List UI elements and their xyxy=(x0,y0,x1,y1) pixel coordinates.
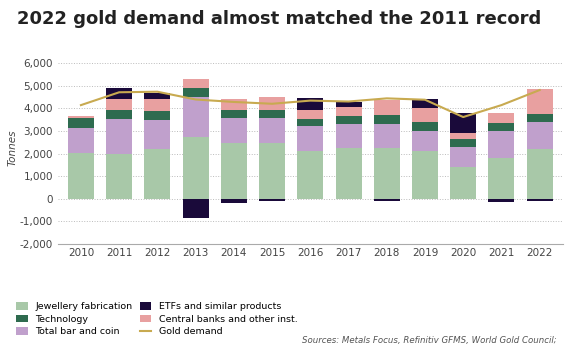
Bar xyxy=(68,153,94,199)
Bar xyxy=(488,113,514,123)
Bar xyxy=(298,151,323,199)
Bar xyxy=(450,147,476,167)
Bar xyxy=(68,118,94,128)
Legend: Jewellery fabrication, Technology, Total bar and coin, ETFs and similar products: Jewellery fabrication, Technology, Total… xyxy=(16,302,298,336)
Bar xyxy=(68,128,94,153)
Bar xyxy=(412,99,438,108)
Bar xyxy=(106,110,132,119)
Bar xyxy=(68,116,94,118)
Bar xyxy=(374,148,400,199)
Bar xyxy=(298,98,323,110)
Bar xyxy=(335,124,361,148)
Bar xyxy=(527,199,553,201)
Bar xyxy=(221,199,247,203)
Bar xyxy=(298,119,323,126)
Bar xyxy=(144,111,171,120)
Bar xyxy=(144,120,171,149)
Y-axis label: Tonnes: Tonnes xyxy=(7,130,17,166)
Bar xyxy=(106,88,132,100)
Bar xyxy=(106,100,132,110)
Bar xyxy=(488,132,514,158)
Bar xyxy=(374,115,400,124)
Bar xyxy=(183,88,209,96)
Bar xyxy=(221,110,247,118)
Bar xyxy=(450,133,476,139)
Bar xyxy=(374,124,400,148)
Bar xyxy=(335,108,361,116)
Text: Sources: Metals Focus, Refinitiv GFMS, World Gold Council;: Sources: Metals Focus, Refinitiv GFMS, W… xyxy=(302,335,556,345)
Bar xyxy=(183,79,209,88)
Bar xyxy=(259,143,285,199)
Bar xyxy=(144,149,171,199)
Bar xyxy=(527,122,553,149)
Bar xyxy=(183,199,209,219)
Bar xyxy=(298,110,323,119)
Bar xyxy=(527,114,553,122)
Bar xyxy=(298,126,323,151)
Bar xyxy=(259,199,285,201)
Bar xyxy=(335,102,361,108)
Bar xyxy=(412,108,438,122)
Bar xyxy=(259,97,285,110)
Bar xyxy=(527,89,553,114)
Bar xyxy=(450,139,476,147)
Bar xyxy=(221,98,247,110)
Bar xyxy=(450,167,476,199)
Bar xyxy=(183,96,209,137)
Bar xyxy=(106,153,132,199)
Bar xyxy=(144,99,171,111)
Bar xyxy=(412,122,438,130)
Bar xyxy=(183,137,209,199)
Bar xyxy=(221,143,247,199)
Bar xyxy=(412,151,438,199)
Bar xyxy=(335,148,361,199)
Bar xyxy=(488,123,514,132)
Bar xyxy=(488,158,514,199)
Bar xyxy=(412,130,438,151)
Bar xyxy=(450,113,476,133)
Bar xyxy=(259,110,285,118)
Bar xyxy=(374,100,400,115)
Bar xyxy=(527,149,553,199)
Text: 2022 gold demand almost matched the 2011 record: 2022 gold demand almost matched the 2011… xyxy=(17,10,542,29)
Bar xyxy=(221,118,247,143)
Bar xyxy=(488,199,514,203)
Bar xyxy=(144,93,171,99)
Bar xyxy=(335,116,361,124)
Bar xyxy=(106,119,132,153)
Bar xyxy=(259,118,285,143)
Bar xyxy=(374,199,400,201)
